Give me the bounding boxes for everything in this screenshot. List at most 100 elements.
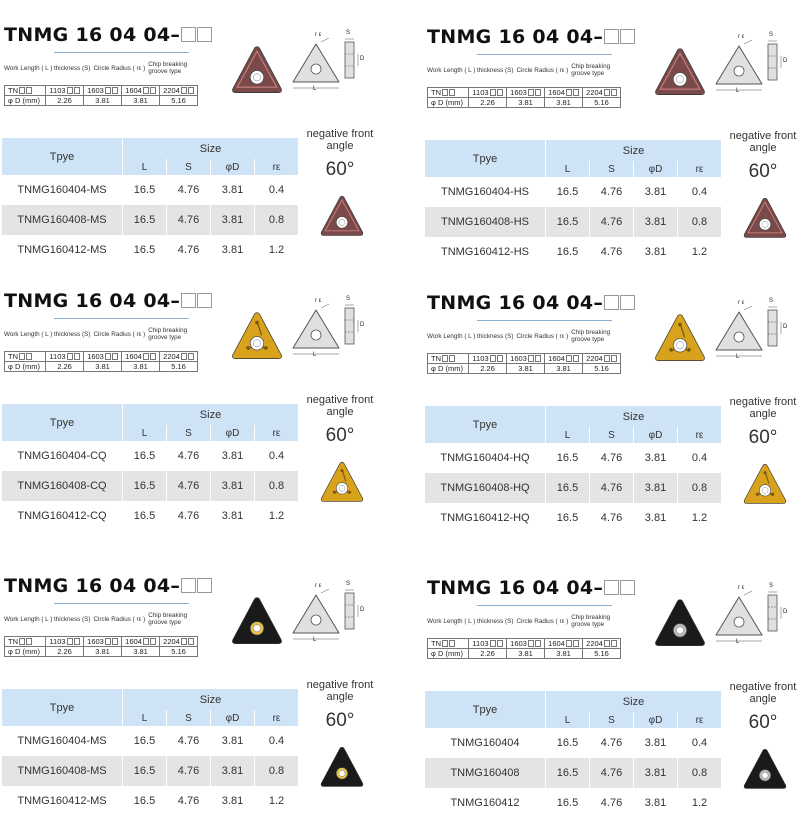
spec-table: TN 1103 1603 1604 2204 φ D (mm) 2.26 3.81 3.81 5.…: [4, 85, 198, 106]
table-row: TNMG160404 16.5 4.76 3.81 0.4: [425, 728, 722, 758]
product-panel: TNMG 16 04 04– Work Length ( L ) thicknes…: [425, 16, 800, 281]
type-header: Tpye: [425, 691, 546, 728]
code-legend: Work Length ( L ) thickness (S) Circle Ra…: [427, 329, 611, 343]
size-header: Size: [545, 406, 722, 427]
table-row: TNMG160408-MS 16.5 4.76 3.81 0.8: [2, 756, 299, 786]
table-row: TNMG160404-MS 16.5 4.76 3.81 0.4: [2, 175, 299, 205]
table-row: TNMG160408-CQ 16.5 4.76 3.81 0.8: [2, 471, 299, 501]
insert-photo-icon: [230, 595, 284, 654]
leader-line: [525, 54, 569, 71]
leader-line: [477, 320, 527, 337]
table-row: TNMG160404-MS 16.5 4.76 3.81 0.4: [2, 726, 299, 756]
insert-photo-icon: [653, 46, 707, 105]
leader-line: [525, 320, 569, 337]
spec-table: TN 1103 1603 1604 2204 φ D (mm) 2.26 3.81 3.81 5.…: [4, 636, 198, 657]
angle-note: negative front angle 60°: [729, 396, 797, 448]
product-code-title: TNMG 16 04 04–: [427, 577, 636, 599]
insert-photo-icon: [319, 194, 365, 245]
type-header: Tpye: [2, 138, 123, 175]
table-row: TNMG160412-CQ 16.5 4.76 3.81 1.2: [2, 501, 299, 531]
angle-note: negative front angle 60°: [306, 679, 374, 731]
leader-line: [477, 605, 527, 622]
table-row: TNMG160412-HQ 16.5 4.76 3.81 1.2: [425, 503, 722, 533]
table-row: TNMG160404-CQ 16.5 4.76 3.81 0.4: [2, 441, 299, 471]
type-header: Tpye: [425, 406, 546, 443]
leader-line: [102, 318, 146, 335]
product-code-title: TNMG 16 04 04–: [4, 24, 213, 46]
spec-table: TN 1103 1603 1604 2204 φ D (mm) 2.26 3.81 3.81 5.…: [427, 353, 621, 374]
leader-line: [567, 320, 612, 337]
size-header: Size: [122, 404, 299, 425]
leader-line: [144, 318, 189, 335]
leader-line: [567, 605, 612, 622]
leader-line: [144, 603, 189, 620]
product-panel: TNMG 16 04 04– Work Length ( L ) thicknes…: [2, 280, 397, 545]
table-row: TNMG160408-HQ 16.5 4.76 3.81 0.8: [425, 473, 722, 503]
table-row: TNMG160412-MS 16.5 4.76 3.81 1.2: [2, 786, 299, 816]
size-header: Size: [122, 138, 299, 159]
product-panel: TNMG 16 04 04– Work Length ( L ) thicknes…: [425, 282, 800, 547]
insert-photo-icon: [230, 44, 284, 103]
product-panel: TNMG 16 04 04– Work Length ( L ) thicknes…: [2, 14, 397, 279]
angle-note: negative front angle 60°: [729, 130, 797, 182]
type-header: Tpye: [2, 689, 123, 726]
insert-photo-icon: [742, 462, 788, 513]
table-row: TNMG160408-MS 16.5 4.76 3.81 0.8: [2, 205, 299, 235]
insert-photo-icon: [742, 196, 788, 247]
leader-line: [477, 54, 527, 71]
product-code-title: TNMG 16 04 04–: [4, 290, 213, 312]
product-code-title: TNMG 16 04 04–: [4, 575, 213, 597]
insert-photo-icon: [742, 747, 788, 798]
leader-line: [525, 605, 569, 622]
insert-photo-icon: [319, 745, 365, 796]
size-header: Size: [545, 140, 722, 161]
product-code-title: TNMG 16 04 04–: [427, 26, 636, 48]
leader-line: [567, 54, 612, 71]
table-row: TNMG160404-HS 16.5 4.76 3.81 0.4: [425, 177, 722, 207]
table-row: TNMG160408 16.5 4.76 3.81 0.8: [425, 758, 722, 788]
insert-photo-icon: [230, 310, 284, 369]
leader-line: [54, 52, 104, 69]
table-row: TNMG160404-HQ 16.5 4.76 3.81 0.4: [425, 443, 722, 473]
table-row: TNMG160408-HS 16.5 4.76 3.81 0.8: [425, 207, 722, 237]
code-legend: Work Length ( L ) thickness (S) Circle Ra…: [4, 612, 188, 626]
leader-line: [54, 603, 104, 620]
angle-note: negative front angle 60°: [306, 394, 374, 446]
spec-table: TN 1103 1603 1604 2204 φ D (mm) 2.26 3.81 3.81 5.…: [427, 87, 621, 108]
code-legend: Work Length ( L ) thickness (S) Circle Ra…: [427, 63, 611, 77]
size-header: Size: [122, 689, 299, 710]
type-header: Tpye: [425, 140, 546, 177]
insert-photo-icon: [653, 597, 707, 656]
code-legend: Work Length ( L ) thickness (S) Circle Ra…: [4, 61, 188, 75]
product-code-title: TNMG 16 04 04–: [427, 292, 636, 314]
leader-line: [102, 52, 146, 69]
size-header: Size: [545, 691, 722, 712]
leader-line: [54, 318, 104, 335]
product-panel: TNMG 16 04 04– Work Length ( L ) thicknes…: [425, 567, 800, 832]
spec-table: TN 1103 1603 1604 2204 φ D (mm) 2.26 3.81 3.81 5.…: [4, 351, 198, 372]
insert-photo-icon: [653, 312, 707, 371]
leader-line: [144, 52, 189, 69]
type-header: Tpye: [2, 404, 123, 441]
insert-photo-icon: [319, 460, 365, 511]
angle-note: negative front angle 60°: [306, 128, 374, 180]
table-row: TNMG160412 16.5 4.76 3.81 1.2: [425, 788, 722, 818]
code-legend: Work Length ( L ) thickness (S) Circle Ra…: [4, 327, 188, 341]
code-legend: Work Length ( L ) thickness (S) Circle Ra…: [427, 614, 611, 628]
angle-note: negative front angle 60°: [729, 681, 797, 733]
